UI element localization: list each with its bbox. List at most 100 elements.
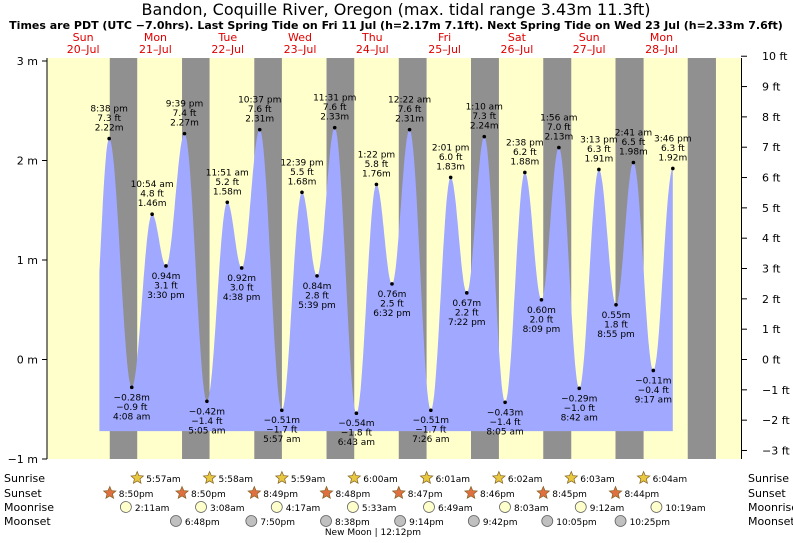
tide-height-ft-label: 7.3 ft [97, 114, 121, 124]
tide-point [129, 385, 134, 390]
tide-height-m-label: −0.51m [264, 416, 300, 426]
tide-height-ft-label: −1.7 ft [266, 426, 298, 436]
moonset-time: 7:50pm [260, 518, 295, 528]
right-tick-label: −2 ft [762, 414, 790, 427]
tide-height-ft-label: 2.5 ft [380, 299, 404, 309]
tide-point [164, 264, 168, 268]
moonset-icon [245, 515, 258, 527]
tide-height-ft-label: −1.0 ft [564, 404, 596, 414]
row-label-right: Sunrise [748, 472, 789, 485]
tide-time-label: 9:39 pm [166, 100, 204, 110]
tide-height-m-label: 1.83m [436, 162, 465, 172]
tide-time-label: 12:39 pm [280, 158, 323, 168]
tide-point [182, 131, 187, 136]
tide-time-label: 7:22 pm [448, 318, 486, 328]
sunset-icon [391, 485, 406, 500]
tide-height-ft-label: 7.6 ft [248, 105, 272, 115]
tide-curve [99, 127, 673, 432]
left-tick-label: −1 m [8, 453, 38, 466]
moonset-icon [170, 515, 182, 527]
moonrise-icon [423, 501, 435, 513]
night-band [687, 58, 716, 459]
tide-point [557, 145, 561, 150]
tide-height-m-label: −0.28m [114, 393, 150, 403]
tide-time-label: 9:17 am [635, 395, 672, 405]
row-label-right: Sunset [748, 487, 786, 500]
sunset-time: 8:50pm [119, 490, 154, 500]
chart-subtitle: Times are PDT (UTC −7.0hrs). Last Spring… [9, 19, 783, 32]
moonset-time: 10:05pm [556, 518, 596, 528]
left-tick-label: 2 m [17, 155, 38, 168]
tide-height-m-label: −0.42m [189, 407, 225, 417]
tide-point [614, 302, 618, 307]
tide-height-ft-label: 2.0 ft [530, 315, 554, 325]
sunset-time: 8:49pm [263, 490, 298, 500]
tide-height-m-label: 0.92m [227, 274, 256, 284]
tide-point [597, 167, 601, 172]
tide-height-ft-label: 7.3 ft [472, 112, 496, 122]
tide-time-label: 5:39 pm [298, 301, 336, 311]
tide-height-m-label: 1.58m [213, 187, 242, 197]
tide-height-ft-label: −1.4 ft [191, 417, 223, 427]
day-name-label: Thu [361, 31, 383, 44]
tide-height-ft-label: 7.6 ft [398, 105, 422, 115]
day-name-label: Mon [650, 31, 673, 44]
sunset-icon [247, 485, 262, 500]
tide-height-ft-label: 1.8 ft [604, 320, 628, 330]
tide-time-label: 1:22 pm [358, 150, 396, 160]
tide-height-m-label: 0.60m [527, 306, 556, 316]
tide-height-m-label: 2.33m [320, 113, 349, 123]
tide-point [429, 408, 433, 413]
tide-time-label: 5:05 am [188, 426, 225, 436]
tide-height-m-label: 2.24m [470, 122, 499, 132]
sunset-icon [102, 485, 117, 500]
tide-height-ft-label: 4.8 ft [140, 190, 164, 200]
sunrise-time: 6:01am [436, 475, 471, 485]
row-label-right: Moonrise [748, 501, 793, 514]
left-tick-label: 1 m [17, 254, 38, 267]
sunrise-time: 5:59am [291, 475, 326, 485]
tide-point [503, 400, 507, 405]
moonrise-time: 2:11am [135, 504, 170, 514]
right-tick-label: 6 ft [762, 172, 781, 185]
sunset-icon [319, 485, 334, 500]
right-tick-label: 4 ft [762, 232, 781, 245]
moonrise-icon [346, 501, 359, 513]
sunset-time: 8:46pm [480, 490, 515, 500]
moonrise-time: 8:03am [514, 504, 549, 514]
sunrise-icon [564, 470, 579, 485]
right-tick-label: 7 ft [762, 141, 781, 154]
day-date-label: 20–Jul [67, 43, 100, 56]
moonrise-time: 3:08am [210, 504, 245, 514]
moonrise-icon [195, 501, 207, 513]
tide-point [279, 408, 284, 413]
tide-height-ft-label: −1.7 ft [415, 426, 447, 436]
tide-height-ft-label: 2.2 ft [455, 308, 479, 318]
sunrise-icon [636, 470, 651, 485]
tide-height-m-label: −0.29m [561, 394, 597, 404]
right-tick-label: 5 ft [762, 202, 781, 215]
right-tick-label: −3 ft [762, 444, 790, 457]
row-label-left: Moonset [4, 515, 51, 528]
right-tick-label: 2 ft [762, 293, 781, 306]
tide-height-m-label: 0.94m [152, 272, 181, 282]
right-tick-label: 9 ft [762, 81, 781, 94]
tide-time-label: 1:56 am [540, 114, 577, 124]
tide-area [99, 127, 673, 432]
tide-height-ft-label: 7.4 ft [173, 109, 197, 119]
tide-height-ft-label: 7.0 ft [547, 123, 571, 133]
tide-height-m-label: 2.31m [395, 115, 424, 125]
day-labels: Sun20–JulMon21–JulTue22–JulWed23–JulThu2… [67, 31, 678, 56]
tide-time-label: 3:13 pm [580, 135, 618, 145]
sunset-icon [463, 485, 479, 500]
day-name-label: Wed [288, 31, 312, 44]
left-tick-label: 3 m [17, 55, 38, 68]
day-date-label: 24–Jul [356, 43, 389, 56]
moonset-icon [467, 515, 480, 527]
moonrise-icon [499, 501, 511, 513]
day-date-label: 27–Jul [573, 43, 606, 56]
tide-point [374, 182, 379, 187]
tide-point [464, 291, 469, 295]
tide-time-label: 3:46 pm [654, 134, 692, 144]
